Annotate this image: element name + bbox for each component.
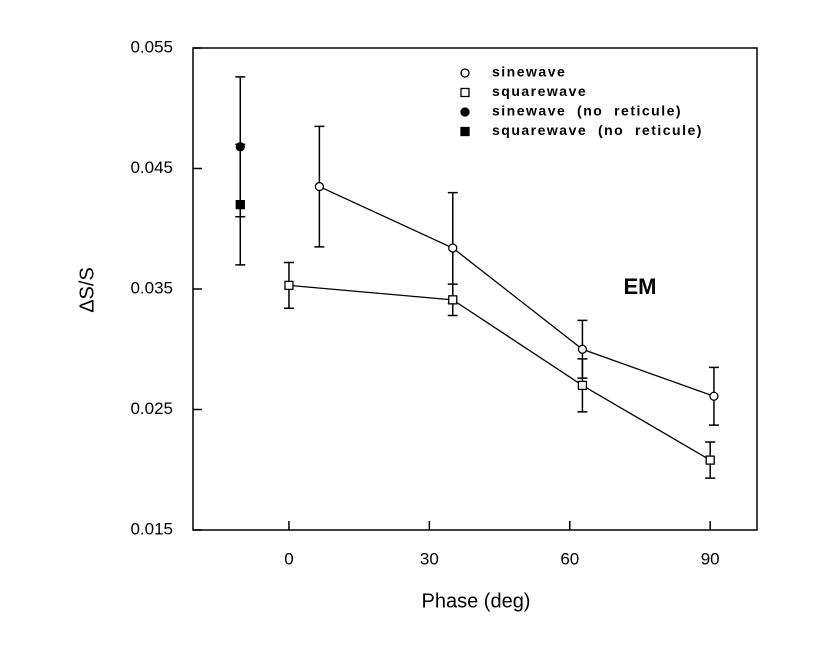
point (709, 391, 719, 401)
legend-marker (460, 87, 470, 98)
legend-marker (460, 68, 470, 78)
legend-label: squarewave (no reticule) (492, 122, 703, 138)
y-tick-label: 0.055 (130, 37, 173, 56)
x-tick-label: 30 (420, 549, 439, 568)
legend-label: sinewave (no reticule) (492, 103, 682, 119)
annotation: EM (624, 274, 657, 299)
x-tick-label: 60 (560, 549, 579, 568)
point (448, 243, 458, 253)
y-tick-label: 0.025 (130, 399, 173, 418)
y-axis-label: ΔS/S (76, 267, 98, 313)
point (577, 380, 588, 391)
series-line (288, 284, 711, 461)
y-tick-label: 0.035 (130, 278, 173, 297)
x-tick-label: 90 (701, 549, 720, 568)
point (314, 181, 325, 192)
x-axis-label: Phase (deg) (422, 590, 531, 612)
point (448, 295, 458, 305)
y-tick-label: 0.045 (130, 158, 173, 177)
x-tick-label: 0 (284, 549, 293, 568)
y-tick-label: 0.015 (130, 519, 173, 538)
point (705, 455, 715, 465)
legend-label: sinewave (492, 64, 566, 80)
point (284, 280, 294, 291)
point (577, 344, 588, 354)
series-line (319, 185, 715, 397)
point (235, 199, 245, 210)
legend-marker (460, 126, 470, 137)
legend-label: squarewave (492, 83, 587, 99)
plot-frame (192, 47, 758, 531)
legend-marker (460, 107, 470, 117)
